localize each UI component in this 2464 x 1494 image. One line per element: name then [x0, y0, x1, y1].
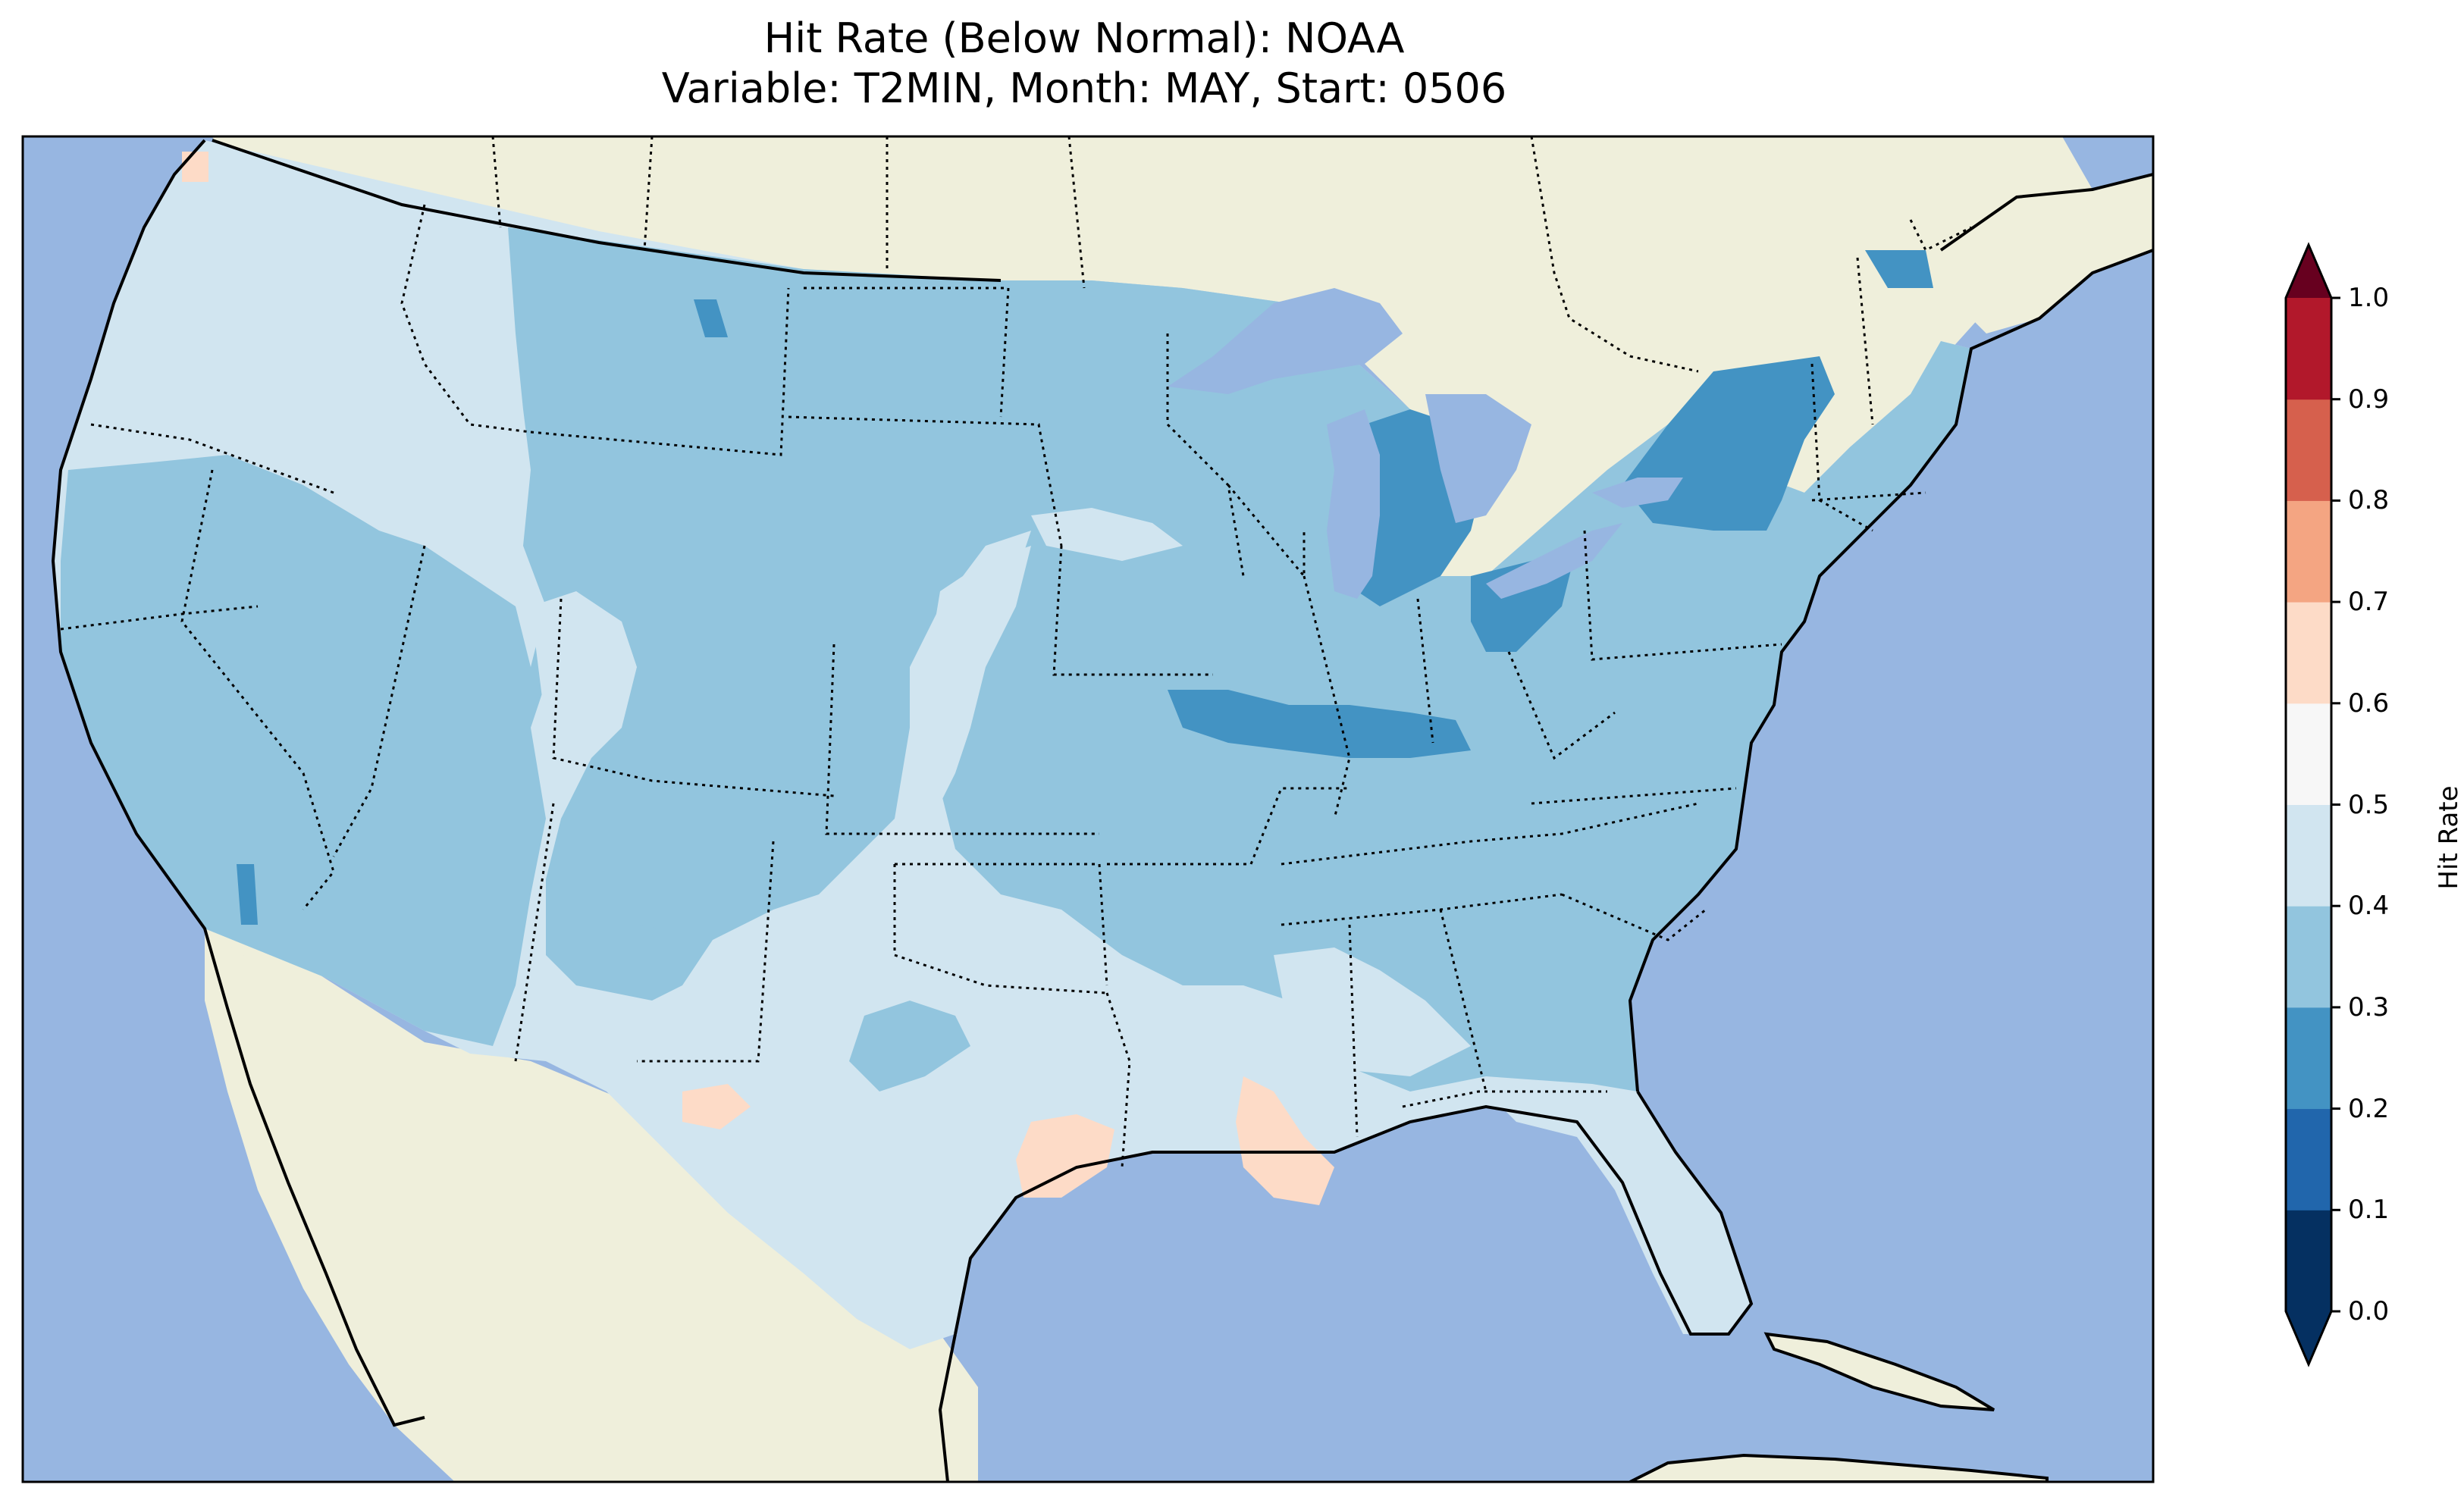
- colorbar-bin: [2286, 399, 2331, 501]
- ny-vt-border: [1810, 363, 1873, 532]
- us-region-big-bend-red: [682, 1084, 751, 1129]
- ga-fl-border: [1402, 1090, 1607, 1108]
- us-region-montana-dark: [694, 299, 728, 337]
- us-region-midwest-band-dark: [1168, 690, 1471, 758]
- us-region-louisiana-red: [1236, 1076, 1334, 1205]
- mt-wy-border: [530, 287, 790, 456]
- ia-mo-border: [1052, 545, 1213, 676]
- az-nm-border: [514, 803, 555, 1062]
- colorbar-bin: [2286, 804, 2331, 907]
- title-line-2: Variable: T2MIN, Month: MAY, Start: 0506: [661, 64, 1507, 112]
- us-region-texas-medium: [849, 1001, 970, 1092]
- ky-tn-border: [1281, 802, 1699, 866]
- colorbar-under-extend: [2286, 1311, 2331, 1364]
- ks-ok-border: [895, 863, 1108, 986]
- on-qc-border: [1530, 136, 1699, 373]
- in-oh-border: [1416, 598, 1434, 744]
- us-region-iowa-light: [1031, 508, 1183, 561]
- colorbar-tick-label: 0.4: [2348, 891, 2390, 922]
- cuba-land: [1763, 1332, 1995, 1411]
- or-ca-border: [60, 605, 259, 631]
- colorbar-tick-label: 0.9: [2348, 384, 2390, 415]
- wi-mi-border: [1227, 484, 1306, 580]
- lake-superior: [1168, 288, 1403, 394]
- colorbar-bin: [2286, 906, 2331, 1008]
- ms-al-border: [1348, 924, 1359, 1138]
- colorbar-bin: [2286, 298, 2331, 400]
- east-coastline: [1628, 249, 2153, 1092]
- us-region-texas-red: [1016, 1114, 1114, 1198]
- colorbar-bin: [2286, 1007, 2331, 1110]
- ok-tx-border: [893, 864, 1108, 994]
- al-ga-border: [1439, 909, 1487, 1092]
- colorbar: [2284, 242, 2340, 1367]
- us-region-great-basin: [61, 455, 546, 1046]
- us-region-florida-light: [1486, 1092, 1744, 1334]
- colorbar-bin: [2286, 1108, 2331, 1211]
- co-ks-border: [825, 644, 1099, 835]
- us-region-northern-plains: [508, 227, 1971, 1092]
- wa-or-border: [90, 423, 334, 494]
- us-canada-border: [212, 139, 1002, 282]
- pa-ny-border: [1583, 530, 1782, 661]
- gulf-coastline: [954, 1090, 1754, 1336]
- colorbar-tick-label: 0.0: [2348, 1296, 2390, 1326]
- us-region-washington-red: [182, 152, 208, 182]
- bc-ab-border: [491, 136, 502, 228]
- country-borders: [212, 139, 1002, 282]
- colorbar-over-extend: [2286, 245, 2331, 298]
- map-title: Hit Rate (Below Normal): NOAA Variable: …: [0, 14, 2168, 114]
- mb-on-border: [1067, 136, 1086, 289]
- canada-border-coast: [1939, 173, 2153, 252]
- mexico-gulf-coastline: [938, 1333, 957, 1482]
- oh-wv-border: [1507, 651, 1616, 760]
- lake-erie: [1486, 523, 1622, 599]
- us-region-nm-medium: [622, 864, 728, 932]
- colorbar-tick-label: 0.6: [2348, 687, 2390, 719]
- us-hit-rate-field: [53, 140, 1971, 1349]
- ca-nv-border: [180, 469, 335, 910]
- colorbar-tick-label: 0.8: [2348, 485, 2390, 516]
- sc-nc-border: [1561, 893, 1707, 941]
- colorbar-tick-label: 0.1: [2348, 1195, 2390, 1226]
- map-frame: [21, 135, 2155, 1483]
- state-borders: [60, 204, 1926, 1168]
- colorbar-tick-label: 0.3: [2348, 991, 2390, 1023]
- mn-wi-border: [1166, 334, 1245, 577]
- us-region-mississippi-light: [1274, 947, 1471, 1076]
- nh-me-border: [1856, 257, 1874, 425]
- province-borders: [491, 136, 1972, 373]
- tn-ga-border: [1281, 893, 1563, 926]
- us-region-maine-dark: [1865, 250, 1933, 288]
- il-in-border: [1303, 575, 1351, 819]
- us-region-calif-dark: [237, 864, 258, 925]
- colorbar-bin: [2286, 602, 2331, 704]
- tx-la-border: [1105, 992, 1131, 1168]
- great-lakes: [1168, 288, 1683, 599]
- colorbar-axis-label: Hit Rate: [2434, 785, 2464, 890]
- lake-huron: [1425, 394, 1531, 523]
- canada-land: [212, 136, 2093, 576]
- lake-ontario: [1592, 478, 1683, 508]
- colorbar-bin: [2286, 703, 2331, 805]
- us-region-utah-light: [531, 591, 637, 743]
- ne-sd-border: [788, 415, 1063, 547]
- west-coastline: [51, 139, 425, 1427]
- colorbar-bin: [2286, 1210, 2331, 1312]
- us-region-colorado-light: [925, 546, 1031, 803]
- colorbar-tick-label: 1.0: [2348, 283, 2390, 313]
- colorbar-tick-label: 0.5: [2348, 789, 2390, 820]
- mo-ar-border: [1107, 787, 1350, 866]
- nm-tx-border: [637, 841, 775, 1063]
- colorbar-tick-label: 0.7: [2348, 587, 2390, 618]
- map-content: [23, 136, 2153, 1482]
- title-line-1: Hit Rate (Below Normal): NOAA: [763, 14, 1405, 62]
- nd-sd-border: [804, 287, 1010, 418]
- colorbar-tick-label: 0.2: [2348, 1093, 2390, 1124]
- colorbar-bin: [2286, 500, 2331, 603]
- lake-michigan: [1327, 409, 1380, 599]
- baja-california-land: [205, 929, 425, 1425]
- coastlines: [51, 139, 2153, 1482]
